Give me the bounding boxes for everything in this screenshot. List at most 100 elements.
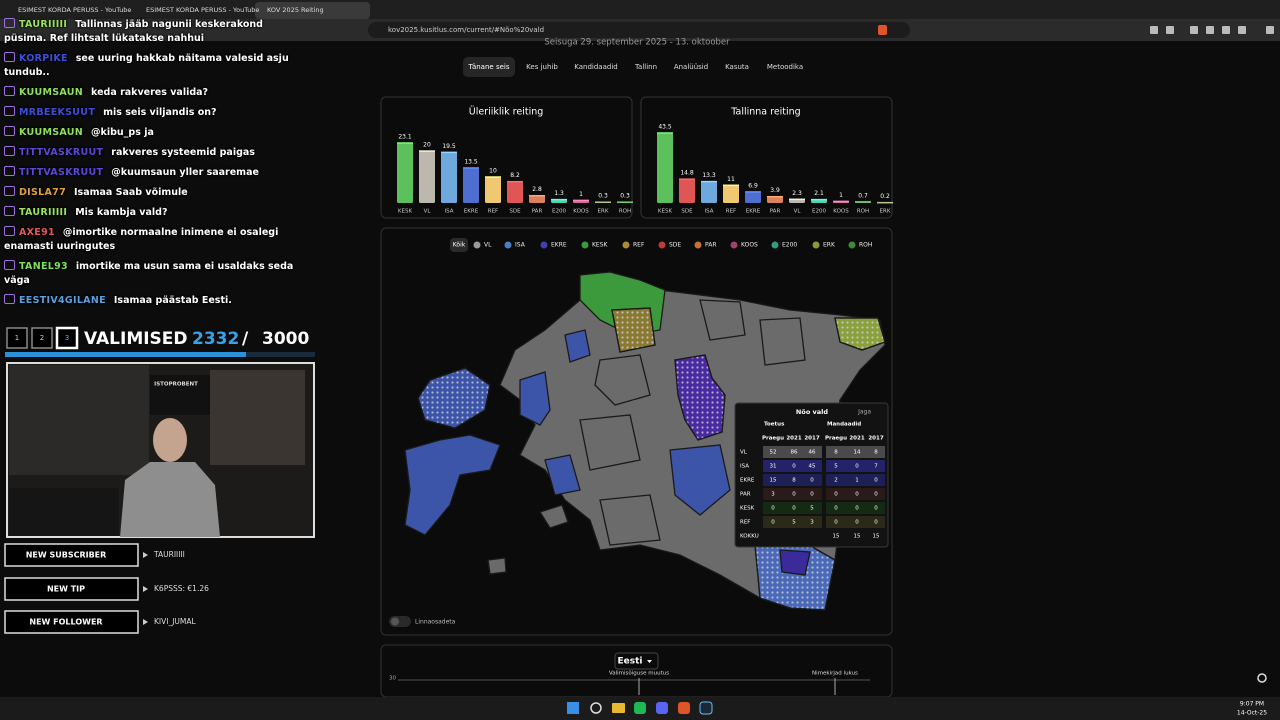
value-label: 2.8 [532,186,542,193]
legend-label[interactable]: E200 [782,242,797,249]
region[interactable] [779,549,811,576]
bar[interactable] [463,167,479,203]
theme-toggle[interactable] [1257,673,1267,683]
legend-all[interactable]: Kõik [453,242,466,249]
chat-user[interactable]: KUUMSAUN [19,127,84,138]
chat-user[interactable]: EESTIV4GILANE [19,295,106,306]
chat-user[interactable]: KUUMSAUN [19,87,84,98]
chat-user[interactable]: TAURIIIII [19,207,68,218]
chat-text: @kuumsaun yller saaremae [111,167,259,178]
url[interactable]: kov2025.kusitlus.com/current/#Nõo%20vald [388,26,544,34]
bar[interactable] [723,185,739,203]
popup-share[interactable]: Jaga [857,409,871,416]
chat-badge [4,18,15,28]
legend-dot [540,241,548,249]
webcam-head [153,418,187,462]
app-icon[interactable] [634,702,646,714]
legend-all-pill[interactable] [450,238,468,252]
bar[interactable] [679,179,695,203]
bar[interactable] [551,199,567,203]
popup-row-bg [763,488,822,500]
bar[interactable] [419,151,435,203]
chat-user[interactable]: DISLA77 [19,187,66,198]
bar[interactable] [767,196,783,203]
nav-item[interactable]: Tänane seis [468,63,510,71]
chat-user[interactable]: TITTVASKRUUT [19,167,104,178]
chat-message: KUUMSAUN @kibu_ps ja [2,126,302,140]
region[interactable] [544,454,581,496]
chat-user[interactable]: TITTVASKRUUT [19,147,104,158]
legend-label[interactable]: ISA [515,242,526,249]
bar[interactable] [441,152,457,203]
popup-cell: 52 [770,450,777,456]
popup-cell: 0 [810,492,814,498]
brave-shield[interactable] [878,25,887,35]
address-bar[interactable] [368,22,910,38]
nav-item[interactable]: Metoodika [767,63,803,71]
nav-item[interactable]: Kandidaadid [574,63,617,71]
chat-text: mis seis viljandis on? [103,107,217,118]
value-label: 43.5 [658,124,672,131]
value-label: 1 [839,192,843,199]
category-label: REF [726,209,736,215]
chat-user[interactable]: TAURIIIII [19,19,68,30]
nav-item[interactable]: Kes juhib [526,63,558,71]
active-tab[interactable] [255,2,370,19]
region[interactable] [404,434,501,536]
category-label: E200 [812,209,826,215]
nav-item[interactable]: Analüüsid [674,63,708,71]
bar[interactable] [657,133,673,203]
legend-label[interactable]: SDE [669,242,681,249]
tab-title[interactable]: KOV 2025 Reiting [267,6,324,14]
steam-icon[interactable] [699,701,713,715]
legend-label[interactable]: EKRE [551,242,567,249]
legend-label[interactable]: ERK [823,242,836,249]
tab-title[interactable]: ESIMEST KORDA PERUSS - YouTube [18,6,131,14]
tab-title[interactable]: ESIMEST KORDA PERUSS - YouTube [146,6,259,14]
popup-cell: 5 [810,506,814,512]
page-box [31,327,53,349]
chat-message: DISLA77 Isamaa Saab võimule [2,186,302,200]
clock-date: 14-Oct-25 [1237,710,1267,717]
region[interactable] [539,504,569,529]
legend-label[interactable]: KOOS [741,242,758,249]
nav-item[interactable]: Tallinn [634,63,657,71]
legend-label[interactable]: REF [633,242,645,249]
chat-user[interactable]: MRBEEKSUUT [19,107,96,118]
chat-user[interactable]: AXE91 [19,227,55,238]
chat-user[interactable]: KORPIKE [19,53,68,64]
region[interactable] [487,557,507,575]
bar[interactable] [507,181,523,203]
search-icon[interactable] [590,702,602,714]
bar[interactable] [789,199,805,203]
chat-user[interactable]: TANEL93 [19,261,68,272]
bar[interactable] [701,181,717,203]
legend-label[interactable]: VL [484,242,492,249]
bar[interactable] [529,195,545,203]
start-button[interactable] [567,702,579,714]
value-label: 0.3 [598,193,608,200]
dropdown-label[interactable]: Eesti [618,657,643,667]
chat-badge [4,146,15,156]
legend-label[interactable]: PAR [705,242,717,249]
popup-row-bg [826,502,885,514]
explorer-icon[interactable] [612,703,625,713]
popup-cell: 8 [792,478,796,484]
legend-dot [812,241,820,249]
region[interactable] [519,371,551,426]
bar[interactable] [811,199,827,203]
discord-icon[interactable] [656,702,668,714]
nav-item[interactable]: Kasuta [725,63,749,71]
region[interactable] [669,444,731,516]
legend-label[interactable]: ROH [859,242,872,249]
region[interactable] [564,329,591,363]
popup-row-bg [826,488,885,500]
bar[interactable] [485,177,501,203]
brave-icon[interactable] [678,702,690,714]
dropdown[interactable] [614,652,659,670]
value-label: 3.9 [770,187,780,194]
bar[interactable] [745,191,761,203]
bar[interactable] [397,143,413,203]
legend-label[interactable]: KESK [592,242,609,249]
